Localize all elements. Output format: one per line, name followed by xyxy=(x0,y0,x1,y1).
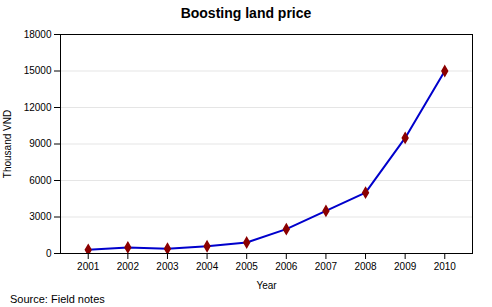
svg-text:9000: 9000 xyxy=(29,138,52,149)
svg-text:2008: 2008 xyxy=(354,261,377,272)
svg-text:0: 0 xyxy=(46,248,52,259)
svg-text:2003: 2003 xyxy=(156,261,179,272)
svg-text:2007: 2007 xyxy=(315,261,338,272)
html-text:Boosting land price: Boosting land price xyxy=(180,5,312,21)
svg-text:2009: 2009 xyxy=(394,261,417,272)
svg-text:2004: 2004 xyxy=(196,261,219,272)
svg-text:2006: 2006 xyxy=(275,261,298,272)
html-text:Source: Field notes: Source: Field notes xyxy=(10,293,105,305)
svg-text:2002: 2002 xyxy=(117,261,140,272)
svg-text:Thousand VND: Thousand VND xyxy=(2,110,13,178)
svg-text:Year: Year xyxy=(256,280,277,291)
svg-text:2010: 2010 xyxy=(434,261,457,272)
svg-text:2005: 2005 xyxy=(236,261,259,272)
svg-text:18000: 18000 xyxy=(24,29,52,40)
svg-text:6000: 6000 xyxy=(29,175,52,186)
svg-text:15000: 15000 xyxy=(24,65,52,76)
svg-text:12000: 12000 xyxy=(24,102,52,113)
svg-text:2001: 2001 xyxy=(77,261,100,272)
svg-text:3000: 3000 xyxy=(29,211,52,222)
